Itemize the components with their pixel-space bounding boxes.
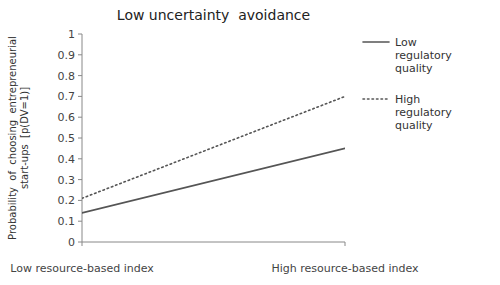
y-tick <box>78 96 82 97</box>
x-tick-label: Low resource-based index <box>10 262 154 275</box>
legend-label-line: regulatory <box>395 106 452 119</box>
y-tick-label: 0.5 <box>58 132 76 145</box>
y-tick-label: 0.3 <box>58 174 76 187</box>
y-axis-label-line: start-ups [p(DV=1)] <box>19 87 30 189</box>
y-tick <box>78 242 82 243</box>
y-axis-label-line: Probability of choosing entrepreneurial <box>7 36 18 240</box>
y-tick-label: 0.1 <box>58 215 76 228</box>
y-tick-label: 0.4 <box>58 153 76 166</box>
plot-area <box>82 96 345 212</box>
y-tick-label: 0.9 <box>58 49 76 62</box>
y-tick <box>78 221 82 222</box>
y-tick <box>78 34 82 35</box>
legend-label-line: quality <box>395 62 433 75</box>
title: Low uncertainty avoidance <box>117 7 310 23</box>
y-tick-label: 0.2 <box>58 194 76 207</box>
x-axis <box>82 242 345 243</box>
legend-label-line: Low <box>395 36 417 49</box>
y-tick <box>78 75 82 76</box>
y-tick-label: 0.8 <box>58 70 76 83</box>
x-tick <box>82 242 83 246</box>
y-tick <box>78 54 82 55</box>
legend-label-line: quality <box>395 119 433 132</box>
legend-label-line: regulatory <box>395 49 452 62</box>
x-tick-label: High resource-based index <box>271 262 419 275</box>
x-tick <box>345 242 346 246</box>
legend-swatch <box>363 41 389 43</box>
y-tick <box>78 138 82 139</box>
y-tick-label: 1 <box>68 28 75 41</box>
series-line <box>82 96 345 198</box>
y-tick-label: 0 <box>68 236 75 249</box>
legend-label: Lowregulatoryquality <box>395 36 452 75</box>
y-tick-label: 0.7 <box>58 90 76 103</box>
legend-label: Highregulatoryquality <box>395 93 452 132</box>
y-tick-label: 0.6 <box>58 111 76 124</box>
y-tick <box>78 200 82 201</box>
y-axis <box>82 34 83 242</box>
y-tick <box>78 179 82 180</box>
series-line <box>82 148 345 212</box>
legend-label-line: High <box>395 93 420 106</box>
y-axis-label: Probability of choosing entrepreneurials… <box>7 36 30 240</box>
legend: LowregulatoryqualityHighregulatoryqualit… <box>363 36 452 132</box>
y-tick <box>78 117 82 118</box>
chart: Low uncertainty avoidance Probability of … <box>0 0 500 285</box>
legend-swatch <box>363 98 389 100</box>
y-tick <box>78 158 82 159</box>
